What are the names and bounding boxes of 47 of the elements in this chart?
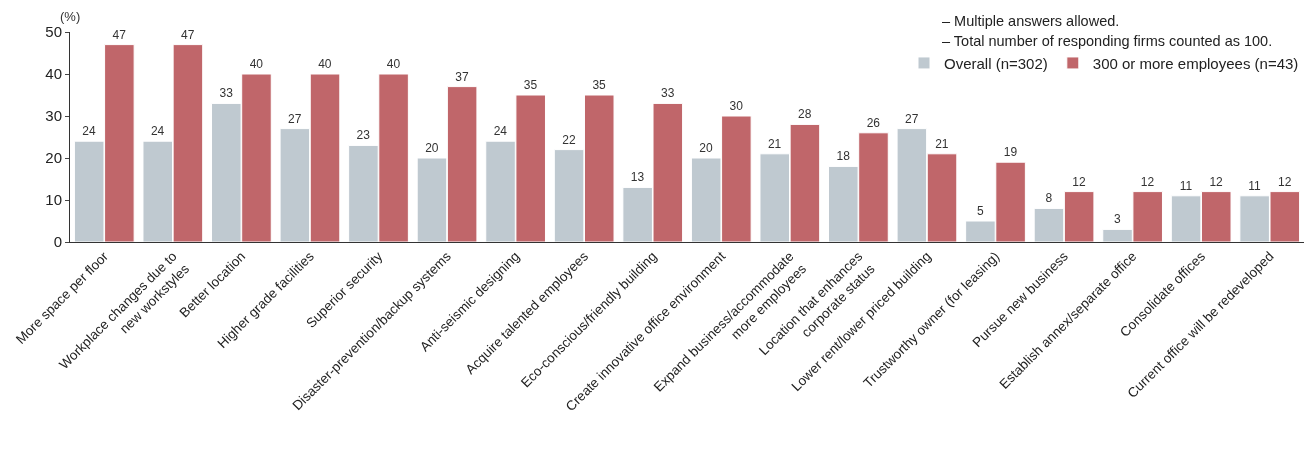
- data-label: 27: [288, 111, 302, 126]
- data-label: 13: [630, 170, 645, 185]
- data-label: 20: [699, 141, 714, 155]
- text: – Multiple answers allowed.: [942, 13, 1120, 29]
- data-label: 8: [1045, 191, 1053, 206]
- data-label: 37: [455, 69, 469, 84]
- data-label: 20: [425, 141, 439, 155]
- data-label: 12: [1209, 174, 1224, 189]
- legend-label: Overall (n=302): [944, 54, 1048, 72]
- data-label: 27: [905, 111, 919, 126]
- y-axis-title: (%): [60, 9, 81, 24]
- data-label: 23: [356, 128, 371, 143]
- data-label: 11: [1248, 178, 1262, 193]
- data-label: 21: [767, 136, 782, 151]
- data-label: 24: [82, 124, 97, 139]
- data-label: 26: [866, 115, 881, 130]
- data-label: 40: [249, 57, 264, 71]
- data-label: 35: [523, 78, 538, 92]
- data-label: 18: [836, 149, 851, 164]
- data-label: 24: [493, 124, 508, 139]
- data-label: 47: [181, 27, 195, 42]
- y-tick-label: 30: [45, 107, 62, 125]
- y-tick-label: 20: [45, 149, 62, 167]
- y-tick-label: 50: [45, 23, 62, 41]
- data-label: 30: [729, 99, 744, 113]
- data-label: 40: [318, 57, 332, 71]
- data-label: 5: [976, 204, 984, 218]
- legend-label: 300 or more employees (n=43): [1092, 54, 1299, 72]
- data-label: 35: [592, 78, 607, 92]
- data-label: 11: [1179, 178, 1193, 193]
- data-label: 24: [150, 124, 165, 139]
- annotation: – Total number of responding firms counted as 100.: [942, 33, 1273, 49]
- data-label: 19: [1003, 145, 1018, 160]
- data-label: 12: [1277, 174, 1292, 189]
- data-label: 12: [1072, 174, 1086, 189]
- y-tick-label: 0: [53, 233, 62, 251]
- data-label: 33: [660, 86, 675, 101]
- y-tick-label: 10: [45, 191, 62, 209]
- data-label: 22: [562, 132, 576, 147]
- data-label: 3: [1114, 212, 1122, 227]
- data-label: 12: [1140, 174, 1155, 189]
- data-label: 40: [386, 57, 401, 71]
- data-label: 28: [798, 107, 812, 122]
- data-label: 33: [219, 86, 234, 101]
- data-label: 47: [112, 27, 127, 42]
- data-label: 21: [935, 136, 949, 151]
- y-tick-label: 40: [45, 65, 62, 83]
